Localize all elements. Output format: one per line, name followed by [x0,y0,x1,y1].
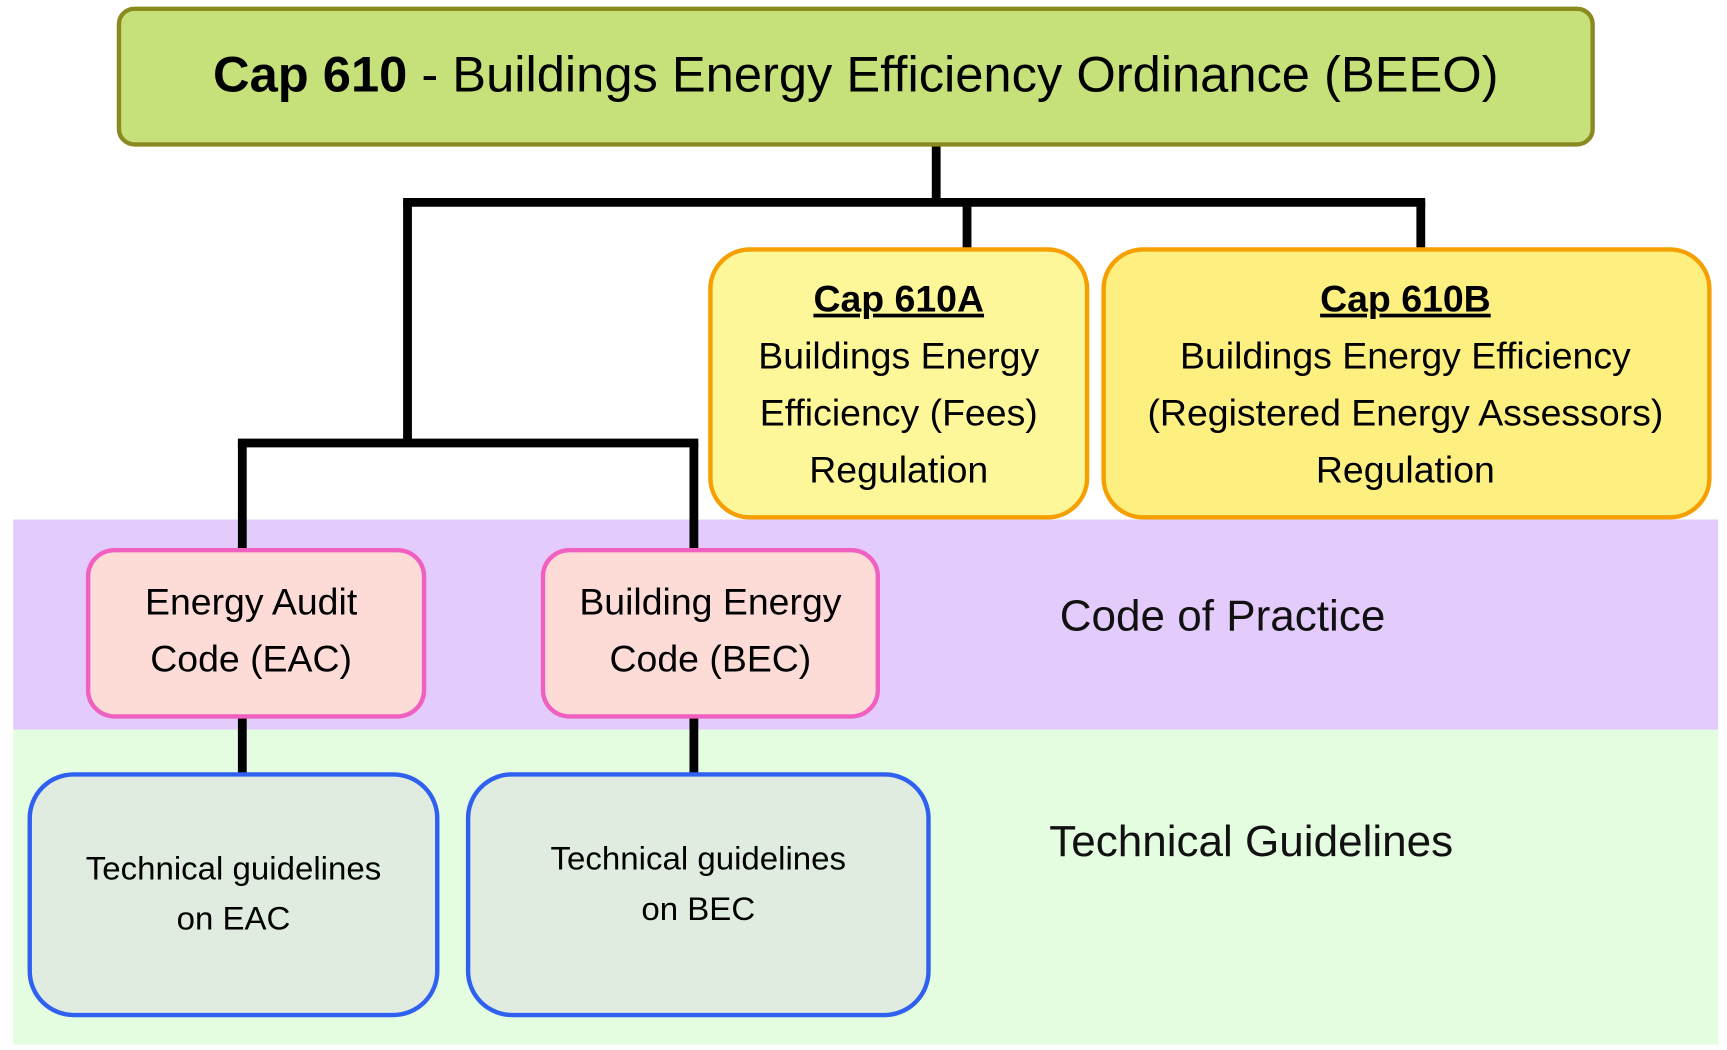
band-label: Technical Guidelines [1049,817,1453,866]
code-box [540,547,881,719]
root-name: - Buildings Energy Efficiency Ordinance … [407,46,1498,103]
guideline-box [27,772,440,1018]
regulation-line: Buildings Energy [758,335,1039,377]
regulation-line: Regulation [1316,448,1495,490]
code-line: Code (EAC) [150,638,352,680]
guideline-box [465,772,931,1018]
guideline-line: on EAC [177,900,291,937]
root-code: Cap 610 [213,46,407,103]
code-line: Building Energy [579,581,842,623]
regulation-code: Cap 610B [1320,278,1491,320]
code-line: Code (BEC) [610,638,812,680]
regulation-line: Regulation [809,448,988,490]
regulation-line: Buildings Energy Efficiency [1180,335,1631,377]
root-box [116,6,1595,147]
root-title: Cap 610 - Buildings Energy Efficiency Or… [213,46,1498,103]
regulation-box [1101,247,1712,520]
guideline-line: Technical guidelines [86,849,382,886]
guideline-line: Technical guidelines [551,840,847,877]
regulation-line: Efficiency (Fees) [760,392,1038,434]
code-box [85,547,427,719]
regulation-code: Cap 610A [813,278,984,320]
connectors [237,144,1426,775]
regulation-line: (Registered Energy Assessors) [1147,392,1663,434]
guideline-line: on BEC [641,890,755,927]
code-line: Energy Audit [145,581,358,623]
band-label: Code of Practice [1060,592,1386,641]
regulation-box [708,247,1090,520]
